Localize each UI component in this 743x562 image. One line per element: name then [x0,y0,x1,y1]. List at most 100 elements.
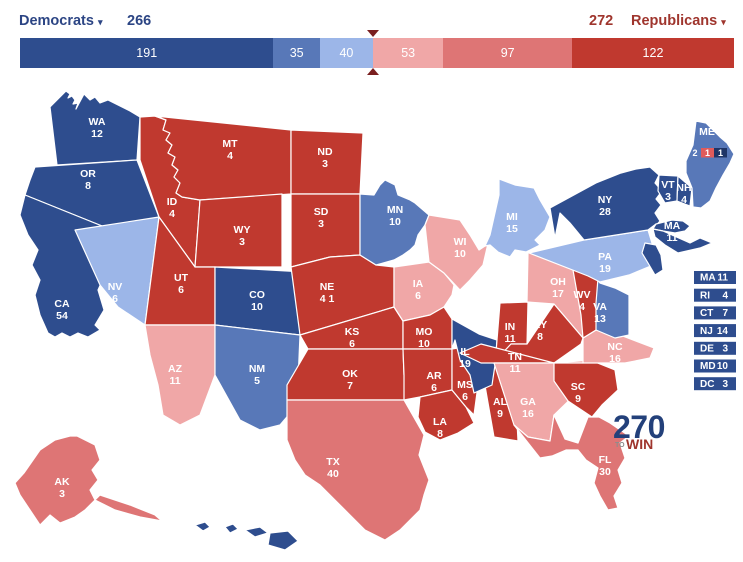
svg-text:NE: NE [320,281,335,293]
svg-text:AK: AK [54,476,70,488]
svg-text:3: 3 [59,488,65,500]
svg-text:17: 17 [552,288,564,300]
svg-text:IN: IN [505,321,516,333]
svg-text:54: 54 [56,310,68,322]
svg-text:13: 13 [594,313,606,325]
svg-text:3: 3 [722,379,728,390]
svg-text:4: 4 [681,194,687,206]
svg-text:6: 6 [431,382,437,394]
svg-text:30: 30 [599,466,611,478]
svg-text:TN: TN [508,351,522,363]
svg-text:RI: RI [700,290,710,301]
svg-text:PA: PA [598,251,612,263]
svg-text:WV: WV [574,289,591,301]
svg-text:CO: CO [249,289,265,301]
svg-text:4 1: 4 1 [320,293,335,305]
svg-text:10: 10 [389,216,401,228]
svg-text:10: 10 [251,301,263,313]
svg-text:4: 4 [227,150,233,162]
svg-text:3: 3 [239,236,245,248]
svg-text:12: 12 [91,128,103,140]
svg-text:MN: MN [387,204,403,216]
svg-text:7: 7 [722,308,728,319]
svg-text:11: 11 [504,333,515,345]
svg-text:AZ: AZ [168,363,183,375]
svg-text:ID: ID [167,196,178,208]
svg-text:GA: GA [520,396,536,408]
svg-text:4: 4 [579,301,585,313]
svg-text:16: 16 [609,353,621,365]
svg-text:8: 8 [85,180,91,192]
svg-text:UT: UT [174,272,189,284]
svg-text:CA: CA [54,298,70,310]
svg-text:MI: MI [506,211,518,223]
svg-text:NH: NH [676,182,691,194]
svg-text:MO: MO [416,326,433,338]
svg-text:VT: VT [661,179,675,191]
svg-text:AR: AR [426,370,442,382]
svg-text:ND: ND [317,146,333,158]
svg-text:6: 6 [462,391,468,403]
svg-text:CT: CT [700,308,713,319]
svg-text:NJ: NJ [700,326,713,337]
svg-text:WY: WY [234,224,251,236]
svg-text:TX: TX [326,456,339,468]
svg-text:IA: IA [413,278,424,290]
svg-text:19: 19 [599,263,611,275]
svg-text:OH: OH [550,276,566,288]
svg-text:WA: WA [89,116,106,128]
svg-text:7: 7 [347,380,353,392]
svg-text:ME: ME [699,126,715,138]
svg-text:5: 5 [254,375,260,387]
svg-text:11: 11 [169,375,180,387]
svg-text:NC: NC [607,341,623,353]
svg-text:11: 11 [717,273,728,284]
svg-text:15: 15 [506,223,518,235]
svg-text:SD: SD [314,206,329,218]
svg-text:OK: OK [342,368,358,380]
svg-text:LA: LA [433,416,447,428]
svg-text:9: 9 [575,393,581,405]
svg-text:6: 6 [349,338,355,350]
svg-text:MD: MD [700,361,716,372]
svg-text:NM: NM [249,363,266,375]
svg-text:1: 1 [718,148,723,158]
svg-text:1: 1 [705,148,710,158]
svg-text:IL: IL [460,346,470,358]
svg-text:AL: AL [493,396,508,408]
svg-text:14: 14 [717,326,729,337]
svg-text:NY: NY [598,194,613,206]
svg-text:11: 11 [509,363,520,375]
svg-text:WI: WI [454,236,467,248]
svg-text:KY: KY [533,319,548,331]
svg-text:3: 3 [665,191,671,203]
svg-text:4: 4 [722,290,728,301]
svg-text:MA: MA [664,220,681,232]
svg-text:6: 6 [178,284,184,296]
svg-text:3: 3 [722,344,728,355]
svg-text:6: 6 [112,293,118,305]
svg-text:VA: VA [593,301,607,313]
svg-text:FL: FL [599,454,612,466]
svg-text:DC: DC [700,379,714,390]
svg-text:OR: OR [80,168,96,180]
svg-text:10: 10 [717,361,729,372]
svg-text:TO: TO [615,442,625,449]
svg-text:2: 2 [692,148,697,158]
svg-text:DE: DE [700,344,714,355]
svg-text:HI: HI [227,544,238,556]
svg-text:MS: MS [457,379,473,391]
svg-text:MT: MT [222,138,238,150]
svg-text:SC: SC [571,381,586,393]
svg-text:11: 11 [666,232,677,244]
svg-text:NV: NV [108,281,123,293]
svg-text:40: 40 [327,468,339,480]
svg-text:16: 16 [522,408,534,420]
svg-text:10: 10 [454,248,466,260]
svg-text:3: 3 [322,158,328,170]
svg-text:4: 4 [169,208,175,220]
svg-text:9: 9 [497,408,503,420]
svg-text:3: 3 [318,218,324,230]
svg-text:4: 4 [229,556,235,562]
svg-text:28: 28 [599,206,611,218]
